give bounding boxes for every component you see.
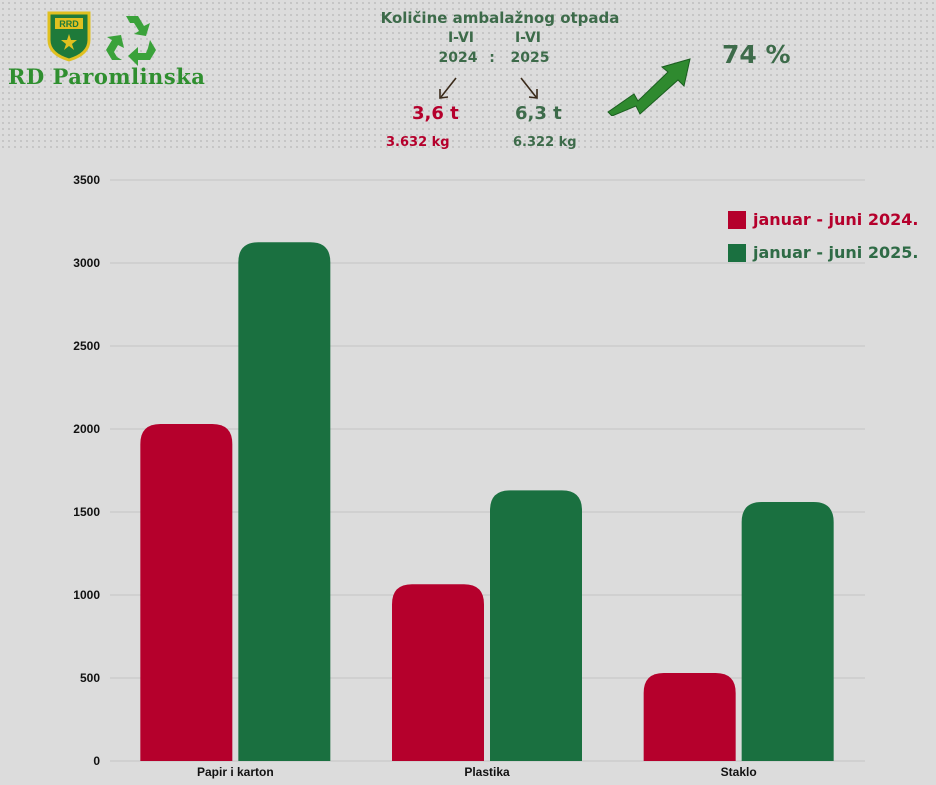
total-tons-2025: 6,3 t bbox=[515, 103, 562, 124]
y-tick-label: 2000 bbox=[73, 422, 100, 436]
legend-label-2025: januar - juni 2025. bbox=[753, 243, 919, 262]
growth-percent: 74 % bbox=[722, 40, 791, 69]
arrow-down-right-icon bbox=[520, 77, 538, 99]
x-tick-label: Plastika bbox=[464, 765, 510, 779]
y-axis-ticks: 0 500 1000 1500 2000 2500 3000 3500 bbox=[73, 173, 100, 768]
bar-plastika-2024 bbox=[392, 584, 484, 761]
year-separator: : bbox=[489, 50, 495, 66]
grid-lines bbox=[110, 179, 865, 762]
legend-label-2024: januar - juni 2024. bbox=[753, 210, 919, 229]
period-right: I-VI bbox=[514, 30, 542, 46]
bar-plastika-2025 bbox=[490, 490, 582, 761]
total-tons-2024: 3,6 t bbox=[412, 103, 459, 124]
legend-swatch-2024 bbox=[728, 210, 746, 229]
logo-badge-text: RRD bbox=[59, 19, 79, 29]
year-right: 2025 bbox=[510, 50, 550, 66]
bars bbox=[140, 242, 834, 761]
y-tick-label: 2500 bbox=[73, 339, 100, 353]
year-left: 2024 bbox=[438, 50, 478, 66]
y-tick-label: 3000 bbox=[73, 256, 100, 270]
total-kg-2025: 6.322 kg bbox=[513, 135, 577, 150]
bar-staklo-2025 bbox=[741, 502, 834, 761]
y-tick-label: 1500 bbox=[73, 505, 100, 519]
recycle-icon bbox=[106, 16, 156, 66]
logo-text: RD Paromlinska bbox=[8, 64, 206, 89]
arrow-down-left-icon bbox=[439, 77, 457, 99]
x-tick-label: Staklo bbox=[721, 765, 757, 779]
x-tick-label: Papir i karton bbox=[197, 765, 274, 779]
x-axis-ticks: Papir i karton Plastika Staklo bbox=[197, 765, 757, 779]
y-tick-label: 0 bbox=[93, 754, 100, 768]
legend-item-2025: januar - juni 2025. bbox=[728, 243, 918, 262]
y-tick-label: 500 bbox=[80, 671, 100, 685]
y-tick-label: 3500 bbox=[73, 173, 100, 187]
growth-arrow-icon bbox=[607, 58, 691, 116]
bar-papir-i-karton-2024 bbox=[140, 424, 233, 761]
bar-papir-i-karton-2025 bbox=[238, 242, 331, 761]
bar-staklo-2024 bbox=[643, 673, 736, 761]
shield-logo-icon: RRD bbox=[47, 11, 91, 62]
page-title: Količine ambalažnog otpada bbox=[380, 9, 620, 27]
legend-item-2024: januar - juni 2024. bbox=[728, 210, 918, 229]
y-tick-label: 1000 bbox=[73, 588, 100, 602]
legend-swatch-2025 bbox=[728, 243, 746, 262]
dotted-header-background bbox=[0, 0, 936, 150]
period-left: I-VI bbox=[447, 30, 475, 46]
total-kg-2024: 3.632 kg bbox=[386, 135, 450, 150]
